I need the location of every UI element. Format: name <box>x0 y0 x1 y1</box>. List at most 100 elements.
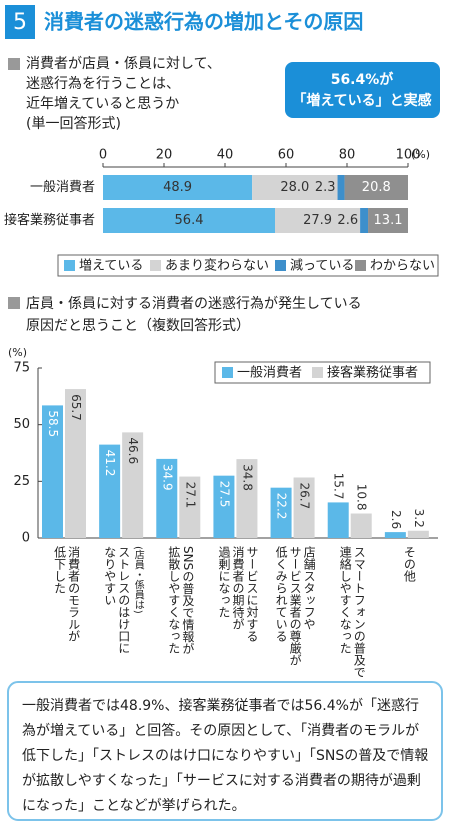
chart-title: 店員・係員に対する消費者の迷惑行為が発生している <box>26 296 362 312</box>
bar <box>213 475 235 538</box>
value-label: 26.7 <box>298 482 312 509</box>
bar <box>407 530 429 538</box>
value-label: 56.4 <box>175 213 204 228</box>
x-tick-label: 拡散しやすくなった <box>167 546 181 654</box>
bar <box>122 432 144 538</box>
number-badge <box>5 5 35 39</box>
callout-text: 56.4%が <box>331 71 395 88</box>
section-number: 5 <box>13 10 27 35</box>
x-tick-label: なりやすい <box>103 546 117 606</box>
chart-title: 迷惑行為を行うことは、 <box>26 76 180 92</box>
value-label: 13.1 <box>374 213 403 228</box>
legend-swatch <box>222 367 233 378</box>
callout-text: 「増えている」と実感 <box>292 92 431 109</box>
x-tick-label: ストレスのはけ口に <box>117 546 131 654</box>
legend-label: 増えている <box>79 259 143 274</box>
bar-segment <box>337 175 345 200</box>
legend-label: あまり変わらない <box>165 258 269 274</box>
bar-segment <box>252 175 338 200</box>
bar-segment <box>360 208 369 233</box>
bar-segment <box>344 175 408 200</box>
chart-title: 近年増えていると思うか <box>26 96 179 112</box>
legend-swatch <box>64 260 75 271</box>
bar <box>293 477 315 538</box>
bar <box>179 476 201 538</box>
bar-segment <box>275 208 361 233</box>
value-label: 2.3 <box>315 180 336 195</box>
note-text: 低下した」「ストレスのはけ口になりやすい」「SNSの普及で情報 <box>22 748 428 764</box>
chart-title: 原因だと思うこと（複数回答形式） <box>26 317 250 334</box>
bar-segment <box>103 208 276 233</box>
legend-swatch <box>355 260 366 271</box>
x-tick-label: 低くみられている <box>274 546 288 642</box>
y-tick-label: 一般消費者 <box>30 179 95 195</box>
bullet <box>8 297 20 309</box>
y-tick-label: 75 <box>13 361 30 376</box>
x-tick-label: 40 <box>217 148 234 163</box>
note-text: が拡散しやすくなった」「サービスに対する消費者の期待が過剰 <box>22 773 421 789</box>
value-label: 22.2 <box>275 493 289 520</box>
callout-box <box>285 62 440 118</box>
note-box <box>7 681 443 821</box>
x-tick-label: サービス業者の尊厳が <box>288 546 302 666</box>
value-label: 46.6 <box>126 437 140 464</box>
legend-label: 接客業務従事者 <box>327 365 418 381</box>
legend-label: 一般消費者 <box>237 365 302 381</box>
x-tick-label: 20 <box>156 148 173 163</box>
bar-segment <box>368 208 408 233</box>
legend-swatch <box>150 260 161 271</box>
bullet <box>8 58 20 70</box>
value-label: 48.9 <box>163 180 192 195</box>
section-title: 消費者の迷惑行為の増加とその原因 <box>44 10 363 34</box>
chart-title: (単一回答形式) <box>26 115 121 132</box>
note-text: になった」ことなどが挙げられた。 <box>22 798 246 814</box>
x-tick-label: 80 <box>339 148 356 163</box>
value-label: 58.5 <box>46 410 60 437</box>
legend-swatch <box>275 260 286 271</box>
x-tick-label: 消費者のモラルが <box>67 546 81 642</box>
bar <box>236 459 258 538</box>
legend-swatch <box>312 367 323 378</box>
y-tick-label: 0 <box>22 531 30 546</box>
value-label: 28.0 <box>280 180 309 195</box>
x-tick-label: SNSの普及で情報が <box>181 546 195 654</box>
x-tick-label: 過剰になった <box>217 546 231 618</box>
value-label: 65.7 <box>69 394 83 421</box>
y-tick-label: 接客業務従事者 <box>4 212 95 228</box>
bar <box>350 513 372 538</box>
value-label: 34.9 <box>160 464 174 491</box>
bar <box>65 389 86 538</box>
value-label: 20.8 <box>362 180 391 195</box>
value-label: 41.2 <box>103 450 117 477</box>
legend-label: 減っている <box>290 258 354 274</box>
value-label: 27.5 <box>217 481 231 508</box>
x-unit: (%) <box>411 148 430 161</box>
bar <box>156 458 178 538</box>
value-label: 34.8 <box>240 464 254 491</box>
note-text: 一般消費者では48.9%、接客業務従事者では56.4%が「迷惑行 <box>22 697 419 714</box>
legend-label: わからない <box>370 259 435 274</box>
x-tick-label: 0 <box>99 148 107 163</box>
x-tick-label: 店舗スタッフや <box>302 546 316 630</box>
x-tick-label: サービスに対する <box>245 546 259 642</box>
bar <box>327 502 349 538</box>
bar <box>270 487 292 538</box>
x-tick-label: 100 <box>396 148 421 163</box>
x-tick-label: 低下した <box>53 546 67 594</box>
value-label: 3.2 <box>412 509 426 528</box>
bar <box>99 444 121 538</box>
x-tick-label: スマートフォンの普及で <box>352 546 366 678</box>
y-unit: (%) <box>8 346 27 359</box>
value-label: 27.1 <box>183 482 197 509</box>
legend-box <box>57 254 439 277</box>
chart-title: 消費者が店員・係員に対して、 <box>26 56 221 72</box>
value-label: 2.6 <box>389 510 403 529</box>
x-tick-label: 60 <box>278 148 295 163</box>
x-tick-label: 連絡しやすくなった <box>338 546 352 654</box>
value-label: 27.9 <box>303 213 332 228</box>
value-label: 2.6 <box>337 213 358 228</box>
x-tick-label: (店員・係員は) <box>132 546 144 614</box>
note-text: 為が増えている」と回答。その原因として、「消費者のモラルが <box>22 722 419 739</box>
y-tick-label: 25 <box>13 474 30 489</box>
